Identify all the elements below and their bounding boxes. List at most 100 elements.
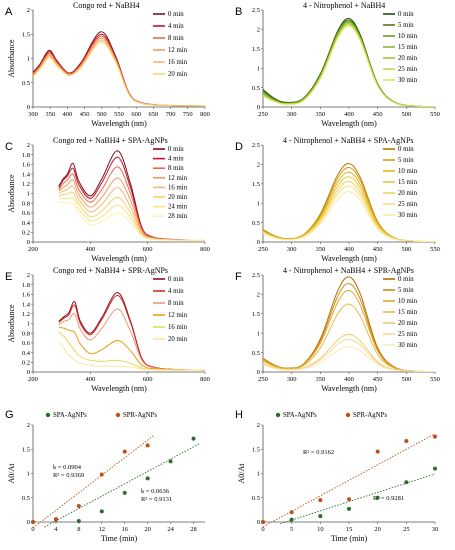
y-tick-label: 2 xyxy=(27,272,30,279)
legend-label: 24 min xyxy=(168,204,188,211)
legend-label: 20 min xyxy=(168,336,188,343)
data-point xyxy=(191,436,196,441)
y-axis-label: Absorbance xyxy=(7,39,16,78)
data-point xyxy=(122,490,127,495)
legend-label: 25 min xyxy=(398,331,418,338)
y-tick-label: 2 xyxy=(257,292,260,299)
x-tick-label: 25 xyxy=(403,526,410,533)
legend-label: 0 min xyxy=(398,276,414,283)
x-tick-label: 200 xyxy=(28,246,38,253)
fit-r2-label: R² = 0.9131 xyxy=(141,496,172,503)
x-tick-label: 8 xyxy=(77,526,80,533)
legend-marker xyxy=(45,412,51,418)
series-line xyxy=(58,326,205,371)
data-point xyxy=(261,520,265,524)
x-axis-label: Time (min) xyxy=(101,534,138,543)
x-tick-label: 5 xyxy=(290,526,293,533)
y-tick-label: 0.2 xyxy=(22,360,30,367)
legend-label: SPA-AgNPs xyxy=(53,412,87,419)
data-point xyxy=(433,466,437,471)
data-point xyxy=(347,506,351,511)
data-point xyxy=(404,439,409,444)
y-tick-label: 0.5 xyxy=(252,85,260,92)
x-tick-label: 600 xyxy=(143,246,153,253)
legend-label: 20 min xyxy=(168,71,188,78)
y-tick-label: 1.8 xyxy=(22,282,30,289)
chart-title: 4 - Nitrophenol + NaBH4 xyxy=(303,1,385,10)
data-point xyxy=(433,434,437,439)
y-tick-label: 2 xyxy=(27,142,30,149)
data-point xyxy=(375,495,380,500)
x-tick-label: 350 xyxy=(45,111,55,118)
legend-label: SPR-AgNPs xyxy=(353,412,387,419)
y-tick-label: 1 xyxy=(257,330,260,337)
x-tick-label: 500 xyxy=(401,111,411,118)
y-tick-label: 0.5 xyxy=(252,220,260,227)
x-tick-label: 250 xyxy=(258,246,268,253)
y-tick-label: 2.5 xyxy=(252,272,260,279)
series-line xyxy=(263,303,435,372)
x-tick-label: 10 xyxy=(317,526,324,533)
x-tick-label: 300 xyxy=(287,111,297,118)
x-tick-label: 600 xyxy=(131,111,141,118)
x-axis-label: Wavelength (nm) xyxy=(91,119,147,128)
legend-label: 10 min xyxy=(398,168,418,175)
chart-D: 4 - Nitrophenol + NaBH4 + SPA-AgNPs 250 30… xyxy=(252,136,440,263)
y-tick-label: 1 xyxy=(27,321,30,328)
x-tick-label: 550 xyxy=(430,246,440,253)
legend-label: SPA-AgNPs xyxy=(283,412,317,419)
chart-title: Congo red + NaBH4 xyxy=(73,1,140,10)
legend-label: 5 min xyxy=(398,287,414,294)
panel-label: C xyxy=(5,141,13,153)
series-line xyxy=(263,333,435,372)
x-tick-label: 800 xyxy=(200,111,210,118)
x-tick-label: 24 xyxy=(167,526,174,533)
fit-k-label: k = 0.0636 xyxy=(141,488,170,495)
panel-label: H xyxy=(235,409,243,421)
legend-label: 8 min xyxy=(168,300,184,307)
y-tick-label: 2 xyxy=(257,422,260,429)
series-line xyxy=(263,191,435,242)
x-tick-label: 500 xyxy=(401,376,411,383)
data-point xyxy=(347,497,351,502)
x-tick-label: 300 xyxy=(287,376,297,383)
series-line xyxy=(263,282,435,372)
x-tick-label: 400 xyxy=(63,111,73,118)
y-tick-label: 0 xyxy=(27,104,30,111)
panel-label: F xyxy=(235,271,242,283)
legend-label: SPR-AgNPs xyxy=(123,412,157,419)
y-tick-label: 1.4 xyxy=(22,171,31,178)
y-tick-label: 1.5 xyxy=(22,31,30,38)
y-tick-label: 1.5 xyxy=(252,46,260,53)
x-tick-label: 20 xyxy=(374,526,381,533)
chart-A: Congo red + NaBH4 300 350 400 450 500 550 600 65… xyxy=(7,1,210,128)
chart-title: Congo red + NaBH4 + SPA-AgNPs xyxy=(53,136,168,145)
chart-title: Congo red + NaBH4 + SPR-AgNPs xyxy=(53,266,168,275)
fit-k-label: k = 0.0904 xyxy=(53,464,82,471)
x-tick-label: 450 xyxy=(80,111,90,118)
x-tick-label: 400 xyxy=(344,376,354,383)
y-tick-label: 0 xyxy=(27,239,30,246)
legend-label: 25 min xyxy=(398,66,418,73)
x-tick-label: 500 xyxy=(97,111,107,118)
x-tick-label: 550 xyxy=(430,111,440,118)
y-tick-label: 0.4 xyxy=(22,220,31,227)
y-tick-label: 1.2 xyxy=(22,181,30,188)
data-point xyxy=(375,449,380,454)
y-tick-label: 0 xyxy=(27,519,30,526)
data-point xyxy=(122,449,127,454)
legend-label: 4 min xyxy=(168,23,184,30)
data-point xyxy=(145,443,150,448)
y-tick-label: 0.8 xyxy=(22,200,30,207)
series-line xyxy=(263,17,435,107)
x-tick-label: 15 xyxy=(346,526,353,533)
fit-r2-label: R² = 0.9162 xyxy=(303,449,334,456)
series-line xyxy=(58,341,205,371)
legend-label: 5 min xyxy=(398,22,414,29)
y-tick-label: 1 xyxy=(257,200,260,207)
legend-label: 16 min xyxy=(168,324,188,331)
panel-label: A xyxy=(5,6,13,18)
legend-label: 28 min xyxy=(168,213,188,220)
trend-line xyxy=(44,443,200,528)
y-tick-label: 1.2 xyxy=(22,311,30,318)
